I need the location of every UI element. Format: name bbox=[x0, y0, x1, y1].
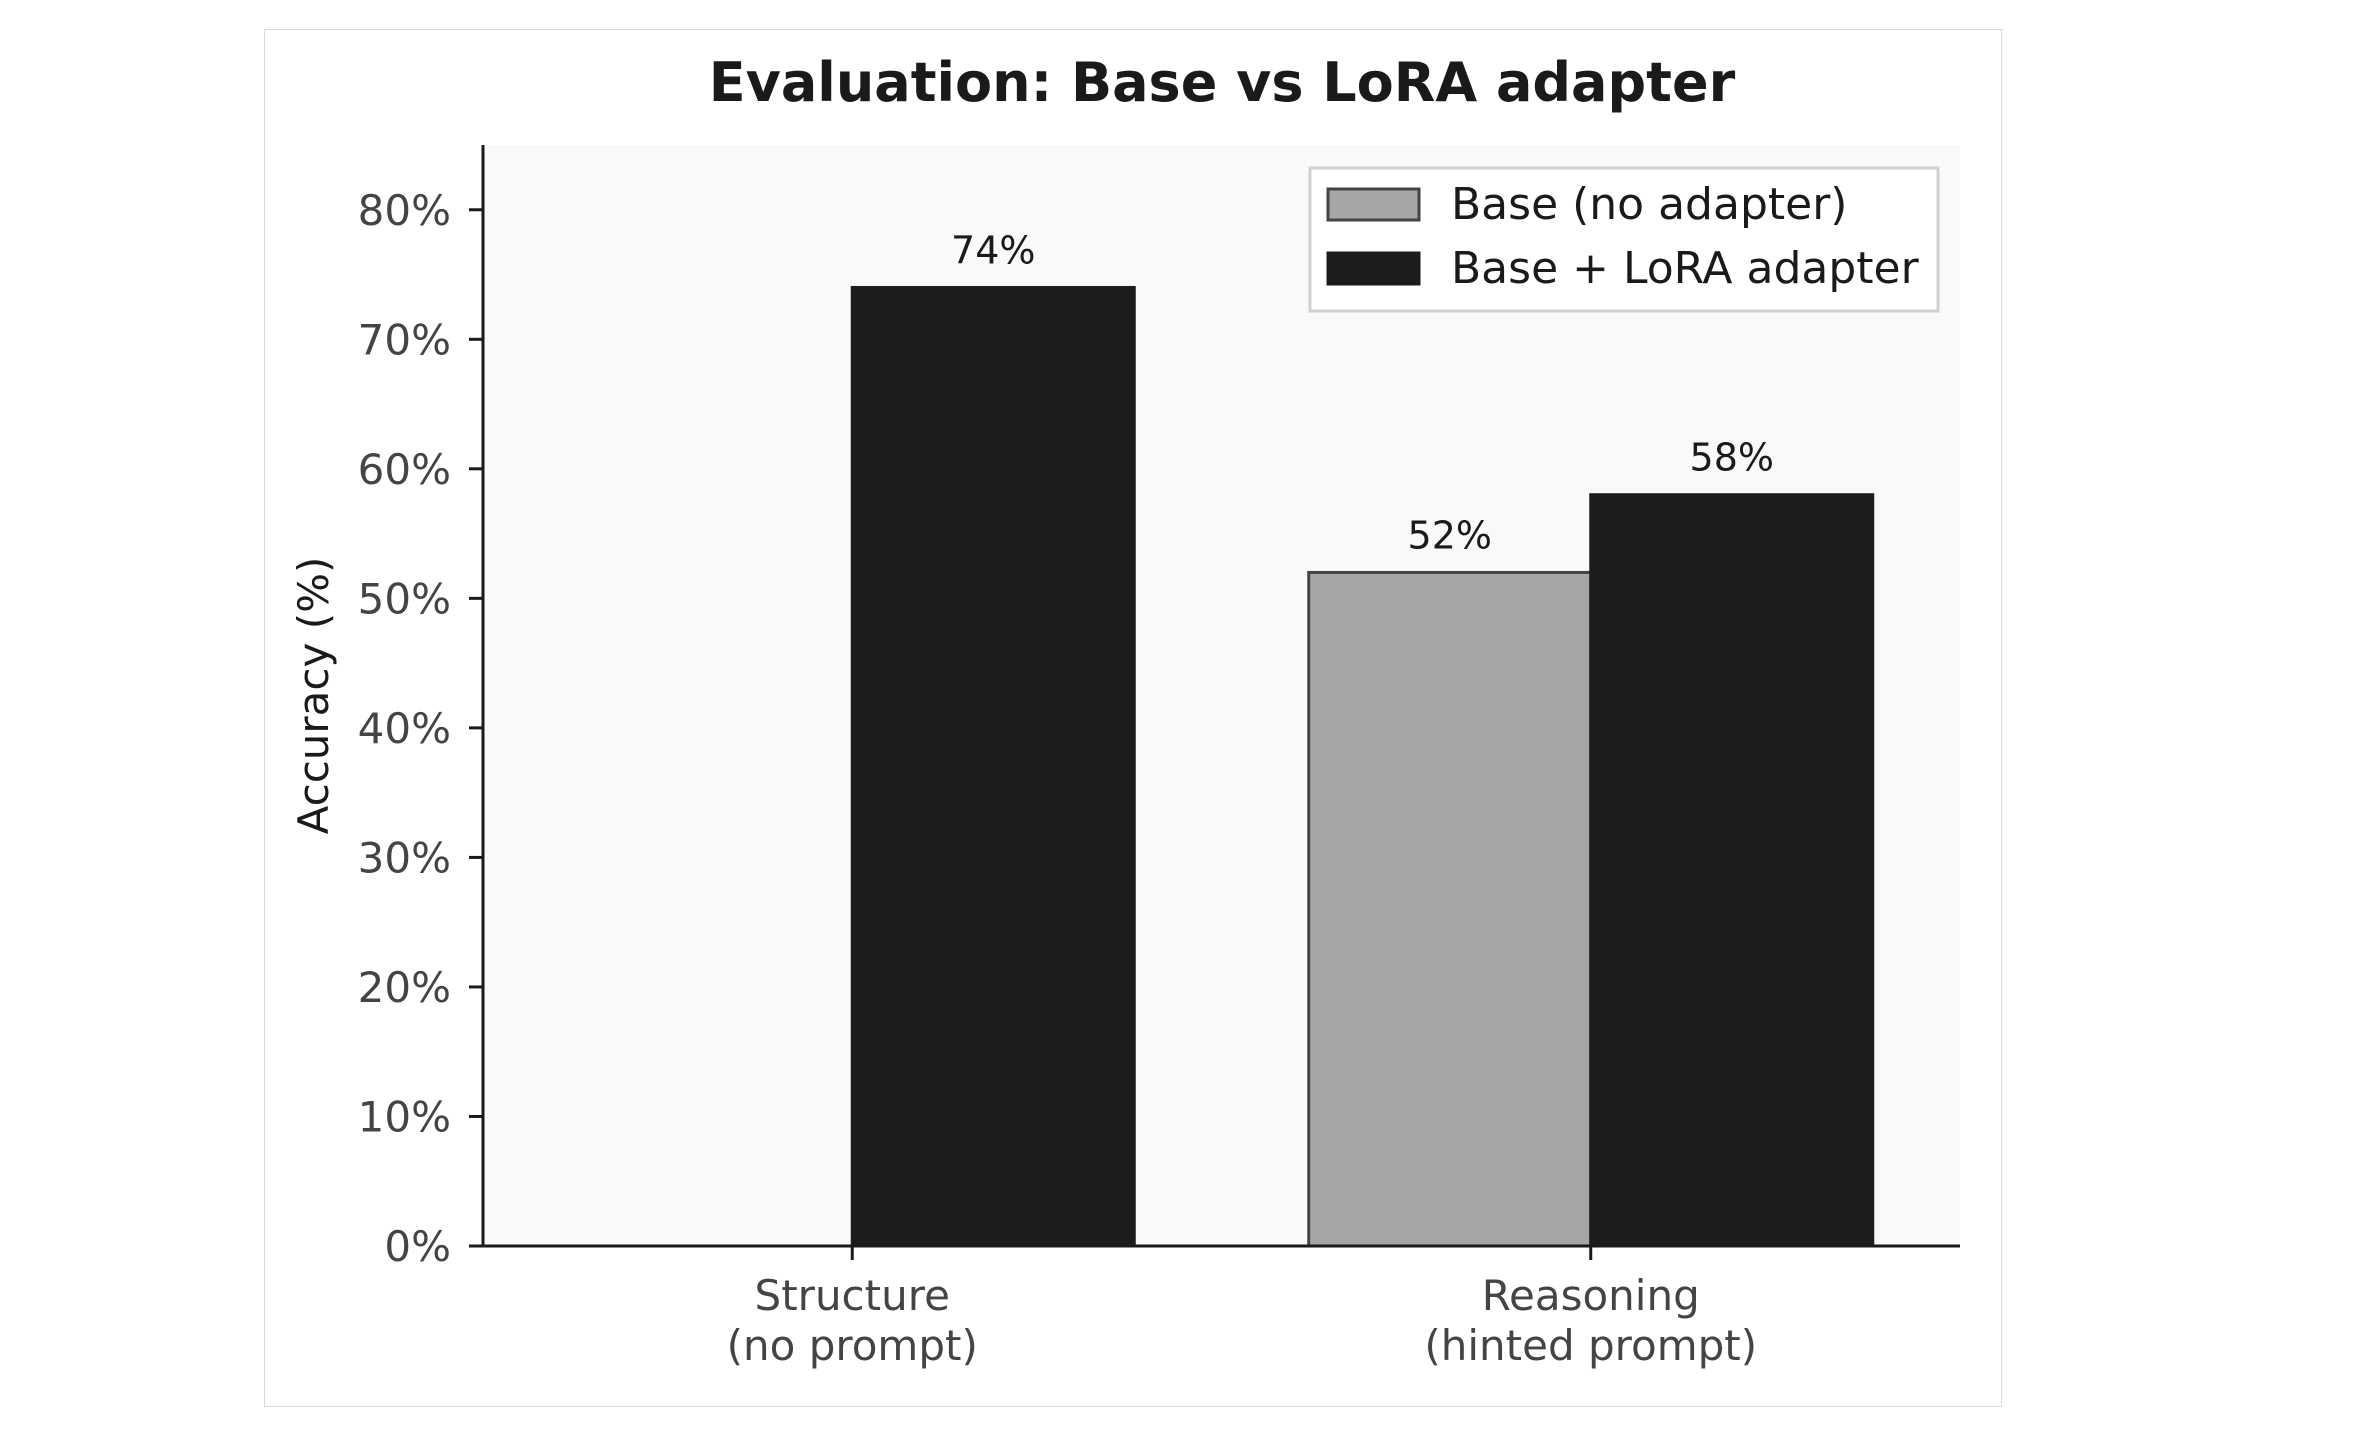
value-label-2-1: 74% bbox=[951, 228, 1035, 272]
legend-label-2: Base + LoRA adapter bbox=[1451, 243, 1920, 294]
value-labels-layer: 74% 52% 58% bbox=[951, 228, 1774, 557]
bars-layer bbox=[850, 285, 1875, 1248]
y-tick-label: 80% bbox=[358, 186, 451, 235]
axes-layer: 0% 10% 20% 30% 40% 50% 60% 70% 80% Structure(no p… bbox=[358, 145, 1960, 1370]
x-tick-label: (no prompt) bbox=[727, 1321, 978, 1370]
legend: Base (no adapter) Base + LoRA adapter bbox=[1308, 166, 1940, 313]
y-tick-label: 10% bbox=[358, 1092, 451, 1141]
bar-2-1 bbox=[850, 285, 1136, 1248]
y-tick-label: 50% bbox=[358, 574, 451, 623]
y-tick-label: 0% bbox=[384, 1222, 451, 1271]
bar-2-2 bbox=[1589, 493, 1875, 1248]
legend-swatch-1 bbox=[1326, 187, 1421, 222]
y-tick-label: 40% bbox=[358, 704, 451, 753]
value-label-1-2: 52% bbox=[1408, 513, 1492, 557]
chart-title: Evaluation: Base vs LoRA adapter bbox=[709, 51, 1736, 114]
x-tick-label: Structure bbox=[755, 1271, 950, 1320]
x-tick-label: (hinted prompt) bbox=[1424, 1321, 1757, 1370]
x-tick-label: Reasoning bbox=[1482, 1271, 1700, 1320]
legend-swatch-2 bbox=[1326, 251, 1421, 286]
y-tick-label: 30% bbox=[358, 833, 451, 882]
value-label-2-2: 58% bbox=[1690, 436, 1774, 480]
y-axis-label: Accuracy (%) bbox=[289, 557, 338, 835]
y-tick-label: 20% bbox=[358, 963, 451, 1012]
y-tick-label: 60% bbox=[358, 445, 451, 494]
y-tick-label: 70% bbox=[358, 315, 451, 364]
legend-label-1: Base (no adapter) bbox=[1451, 179, 1847, 230]
bar-1-2 bbox=[1307, 570, 1593, 1248]
